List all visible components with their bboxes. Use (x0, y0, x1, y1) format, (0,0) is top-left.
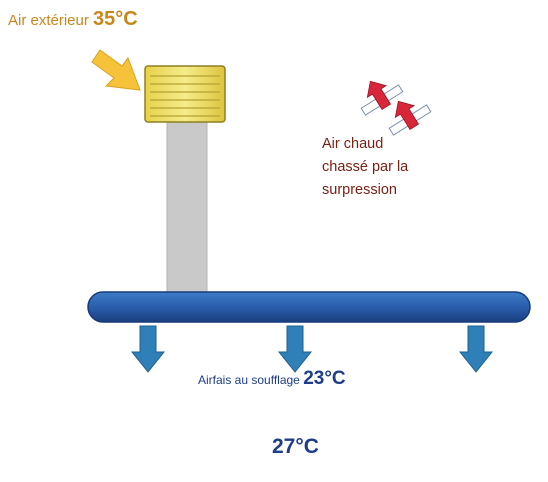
inside-temp-value: 27°C (272, 435, 319, 458)
supply-air-label: Airfais au soufflage 23°C (198, 368, 346, 390)
hot-air-label: Air chaud chassé par la surpression (322, 133, 408, 202)
supply-temp-value: 23°C (303, 368, 346, 389)
yellow-arrow-icon (91, 49, 141, 91)
supply-air-text: Airfais au soufflage (198, 373, 300, 387)
outside-air-text: Air extérieur (8, 12, 89, 29)
down-arrow-icon (458, 325, 494, 373)
down-arrow-icon (277, 325, 313, 373)
outside-temp-value: 35°C (93, 8, 138, 30)
down-arrow-icon (130, 325, 166, 373)
outside-air-label: Air extérieur 35°C (8, 8, 138, 31)
distribution-duct (87, 291, 531, 323)
hot-air-line-3: surpression (322, 182, 397, 198)
house-shape (78, 60, 532, 478)
supply-duct-column (166, 115, 208, 299)
hot-air-line-1: Air chaud (322, 136, 384, 152)
air-handler-unit-icon (144, 65, 226, 123)
hot-air-line-2: chassé par la (322, 159, 409, 175)
double-arrow-vent-icon (360, 80, 432, 136)
